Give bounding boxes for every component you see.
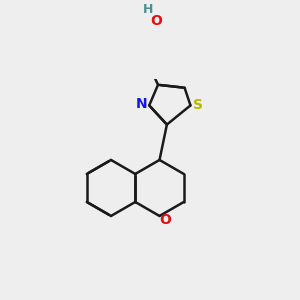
Text: O: O xyxy=(151,14,163,28)
Text: N: N xyxy=(136,97,148,111)
Text: H: H xyxy=(142,3,153,16)
Text: S: S xyxy=(193,98,203,112)
Text: O: O xyxy=(160,213,171,227)
